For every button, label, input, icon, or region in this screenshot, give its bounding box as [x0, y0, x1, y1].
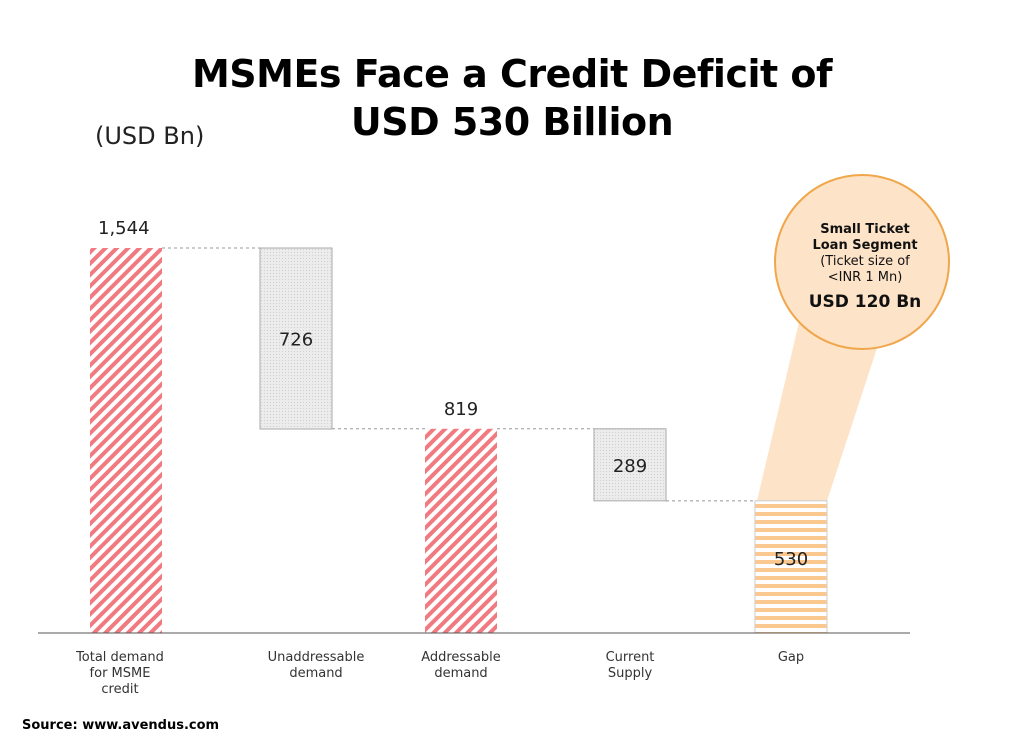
value-label-1: 726: [279, 330, 313, 351]
value-label-0: 1,544: [98, 218, 150, 239]
source-note: Source: www.avendus.com: [22, 718, 220, 733]
bar-1: [259, 247, 333, 430]
callout-value: USD 120 Bn: [808, 292, 922, 312]
category-label-2: Addressable: [421, 650, 501, 665]
bar-2: [425, 428, 497, 633]
unit-label: (USD Bn): [95, 122, 205, 150]
category-label-0: credit: [101, 682, 138, 697]
title-line-1: MSMEs Face a Credit Deficit of: [191, 52, 833, 96]
bar-0: [90, 248, 162, 633]
callout-line-4: <INR 1 Mn): [827, 270, 903, 285]
callout-line-2: Loan Segment: [812, 238, 918, 253]
value-label-2: 819: [444, 399, 478, 420]
category-label-1: Unaddressable: [268, 650, 365, 665]
value-label-3: 289: [613, 456, 647, 477]
chart-title: MSMEs Face a Credit Deficit of USD 530 B…: [0, 50, 1024, 146]
callout-line-3: (Ticket size of: [820, 254, 910, 269]
title-line-2: USD 530 Billion: [350, 100, 674, 144]
category-label-3: Supply: [608, 666, 653, 681]
category-label-0: for MSME: [90, 666, 151, 681]
callout-circle: [774, 174, 950, 350]
category-label-2: demand: [434, 666, 487, 681]
callout-connector: [757, 318, 878, 501]
category-label-4: Gap: [778, 650, 804, 665]
bar-3: [593, 428, 667, 502]
category-label-1: demand: [289, 666, 342, 681]
category-label-0: Total demand: [75, 650, 164, 665]
callout-line-1: Small Ticket: [820, 222, 910, 237]
value-label-4: 530: [774, 549, 808, 570]
callout-text: Small Ticket Loan Segment (Ticket size o…: [790, 222, 940, 312]
category-label-3: Current: [606, 650, 655, 665]
bar-4: [754, 500, 828, 634]
